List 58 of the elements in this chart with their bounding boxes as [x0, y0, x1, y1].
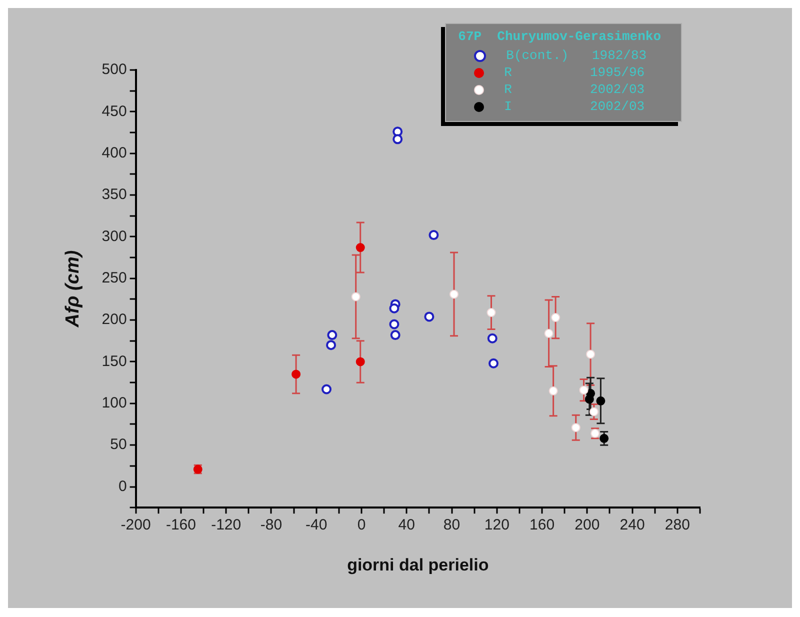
point [327, 330, 338, 340]
y-tick-label: 400 [102, 144, 127, 162]
point [548, 386, 558, 396]
point [487, 333, 498, 344]
x-tick-label: 200 [574, 516, 600, 534]
point [390, 330, 400, 340]
y-tick-label: 500 [102, 61, 127, 78]
x-tick-label: 160 [530, 516, 555, 534]
point [356, 243, 365, 252]
point [586, 350, 596, 359]
y-tick-label: 100 [102, 394, 127, 412]
point [584, 394, 594, 404]
x-tick-label: 0 [357, 516, 366, 534]
point [486, 308, 496, 318]
point [579, 386, 588, 395]
y-tick-label: 150 [102, 352, 127, 370]
x-tick-label: 40 [398, 516, 415, 534]
y-tick-label: 0 [118, 478, 127, 495]
x-tick-label: -40 [306, 516, 328, 534]
point [424, 312, 434, 322]
point [571, 423, 580, 432]
y-tick-label: 50 [110, 436, 127, 454]
x-tick-label: -120 [211, 516, 242, 534]
point [389, 303, 400, 314]
point [389, 319, 400, 330]
point [392, 134, 403, 144]
point [351, 292, 360, 302]
x-tick-label: 280 [664, 516, 690, 534]
y-tick-label: 350 [102, 186, 127, 204]
point [488, 358, 499, 368]
point [292, 370, 301, 379]
point [326, 340, 336, 350]
point [544, 328, 554, 338]
y-tick-label: 300 [102, 228, 127, 245]
point [589, 407, 598, 416]
y-axis-title: Afρ (cm) [62, 250, 84, 328]
y-tick-label: 250 [102, 270, 127, 287]
point [551, 313, 560, 322]
x-tick-label: 120 [484, 516, 510, 534]
legend-label: R 2002/03 [504, 81, 645, 98]
y-tick-label: 200 [102, 311, 127, 328]
point [600, 434, 609, 443]
legend-label: I 2002/03 [504, 98, 645, 115]
legend-label: R 1995/96 [504, 64, 645, 81]
x-tick-label: 240 [620, 516, 645, 534]
legend-label: B(cont.) 1982/83 [506, 47, 647, 64]
point [356, 357, 365, 366]
x-tick-label: -80 [260, 516, 282, 534]
point [428, 230, 439, 240]
x-tick-label: -200 [120, 516, 151, 534]
point [322, 384, 332, 394]
y-tick-label: 450 [102, 102, 127, 120]
x-tick-label: 80 [443, 516, 460, 534]
point [596, 396, 606, 406]
legend-title: 67P Churyumov-Gerasimenko [458, 28, 661, 45]
x-tick-label: -160 [166, 516, 196, 534]
x-axis-title: giorni dal perielio [347, 555, 489, 574]
point [450, 290, 459, 299]
